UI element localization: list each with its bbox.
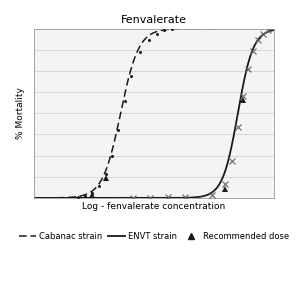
X-axis label: Log - fenvalerate concentration: Log - fenvalerate concentration — [82, 202, 226, 211]
Y-axis label: % Mortality: % Mortality — [16, 87, 25, 139]
Legend: Cabanac strain, ENVT strain, Recommended dose: Cabanac strain, ENVT strain, Recommended… — [16, 229, 292, 245]
Title: Fenvalerate: Fenvalerate — [121, 15, 187, 25]
